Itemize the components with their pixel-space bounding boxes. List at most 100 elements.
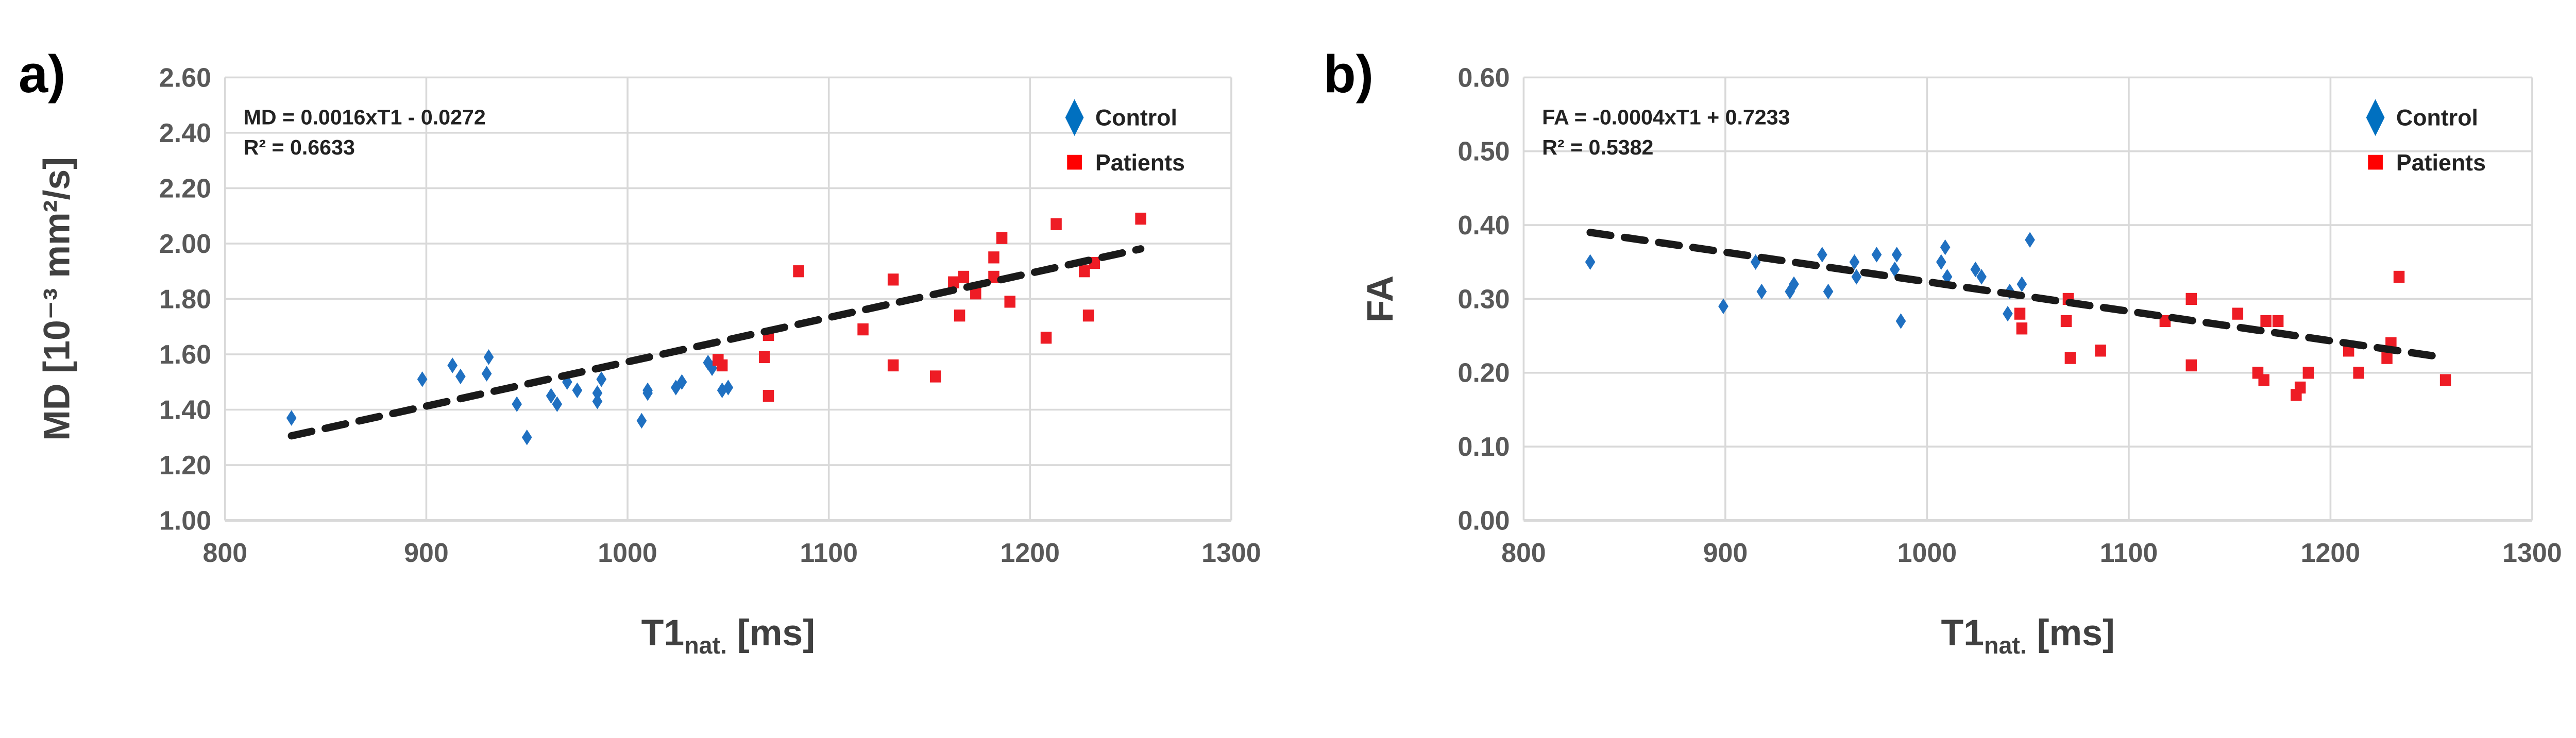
patient-point (2258, 374, 2269, 386)
control-point (1936, 254, 1946, 270)
patient-point (2064, 352, 2076, 364)
patient-point (996, 232, 1008, 244)
x-tick-label: 1100 (2100, 538, 2158, 568)
y-tick-label: 2.20 (159, 174, 211, 203)
x-tick-label: 1000 (598, 538, 657, 568)
y-tick-label: 1.40 (159, 395, 211, 425)
y-tick-label: 0.20 (1458, 358, 1510, 388)
patient-point (1079, 265, 1090, 278)
y-tick-label: 2.60 (159, 63, 211, 93)
panel-b-fa-chart: 0.00 0.10 0.20 0.30 0.40 0.50 0.60 800 900 1000 11… (1324, 44, 2562, 659)
patient-point (988, 251, 999, 264)
x-tick-label: 1300 (2502, 538, 2562, 568)
figure: 1.00 1.20 1.40 1.60 1.80 2.00 2.20 2.40 2.60 800 9… (19, 44, 2562, 659)
y-axis-title: FA (1360, 276, 1401, 322)
patient-point (887, 273, 899, 286)
control-point (1976, 269, 1987, 285)
control-point (572, 382, 583, 399)
y-axis-title: MD [10⁻³ mm²/s] (36, 157, 77, 441)
patient-point (2302, 367, 2314, 379)
control-point (455, 368, 466, 385)
patient-point (2060, 315, 2072, 328)
legend-patients-square-icon (2368, 155, 2383, 170)
patient-point (2393, 270, 2405, 283)
control-point (1970, 261, 1981, 278)
patient-point (793, 265, 804, 278)
patient-point (958, 270, 970, 283)
patient-point (988, 270, 999, 283)
trendline-equation: MD = 0.0016xT1 - 0.0272 (244, 106, 486, 129)
patient-point (2232, 307, 2244, 320)
x-tick-label: 800 (1501, 538, 1546, 568)
patient-point (887, 359, 899, 372)
patient-point (2185, 293, 2197, 305)
patient-point (2014, 307, 2026, 320)
control-point (1823, 283, 1834, 300)
patient-point (1050, 218, 1062, 230)
x-axis-title: T1nat. [ms] (641, 612, 815, 659)
r-squared-label: R² = 0.5382 (1542, 135, 1653, 159)
legend-patients-square-icon (1067, 155, 1082, 170)
x-tick-label: 900 (404, 538, 449, 568)
control-point (676, 374, 687, 390)
control-point (1940, 239, 1951, 255)
patient-point (762, 389, 774, 402)
control-point (2003, 305, 2013, 322)
control-point (596, 371, 607, 387)
panel-label: b) (1324, 44, 1374, 104)
y-tick-label: 0.30 (1458, 284, 1510, 314)
control-point (2025, 232, 2035, 248)
control-point (481, 366, 492, 382)
patient-point (1040, 332, 1052, 344)
legend-patients-label: Patients (2396, 150, 2486, 176)
legend-control-label: Control (2396, 105, 2478, 130)
r-squared-label: R² = 0.6633 (244, 135, 355, 159)
patient-point (1135, 212, 1146, 225)
patient-point (1004, 296, 1015, 308)
control-point (1817, 247, 1827, 263)
patient-point (948, 276, 959, 288)
control-point (642, 385, 653, 401)
control-point (1718, 298, 1728, 315)
patient-point (2260, 315, 2272, 328)
y-tick-label: 0.40 (1458, 211, 1510, 241)
control-point (286, 410, 297, 426)
patient-point (2343, 345, 2354, 357)
panel-a-md-chart: 1.00 1.20 1.40 1.60 1.80 2.00 2.20 2.40 2.60 800 9… (19, 44, 1261, 659)
trendline (287, 245, 1145, 440)
x-tick-label: 1000 (1897, 538, 1957, 568)
patient-point (2159, 315, 2171, 328)
patient-point (857, 323, 869, 336)
control-point (483, 349, 494, 365)
control-point (1789, 276, 1799, 293)
control-point (1585, 254, 1596, 270)
patient-point (716, 359, 728, 372)
trendline (1586, 229, 2449, 362)
legend-patients-label: Patients (1095, 150, 1185, 176)
y-tick-label: 1.80 (159, 284, 211, 314)
legend-control-label: Control (1095, 105, 1177, 130)
y-tick-label: 0.50 (1458, 137, 1510, 167)
y-tick-label: 1.60 (159, 340, 211, 370)
patient-point (970, 287, 981, 300)
y-tick-label: 2.00 (159, 229, 211, 259)
control-point (1889, 261, 1900, 278)
control-point (592, 385, 603, 401)
trendline-equation: FA = -0.0004xT1 + 0.7233 (1542, 106, 1790, 129)
control-point (2016, 276, 2027, 293)
patient-point (954, 310, 965, 322)
control-point (636, 413, 647, 429)
patient-point (2294, 381, 2306, 394)
x-tick-label: 1100 (800, 538, 858, 568)
y-tick-label: 1.20 (159, 451, 211, 480)
y-tick-label: 0.10 (1458, 432, 1510, 462)
patient-point (1082, 310, 1094, 322)
patient-point (2439, 374, 2451, 386)
control-point (1895, 313, 1906, 329)
x-tick-label: 800 (203, 538, 248, 568)
y-tick-label: 2.40 (159, 118, 211, 148)
patient-point (2095, 345, 2106, 357)
x-tick-label: 1300 (1201, 538, 1261, 568)
patient-point (929, 370, 941, 383)
patient-point (2272, 315, 2284, 328)
